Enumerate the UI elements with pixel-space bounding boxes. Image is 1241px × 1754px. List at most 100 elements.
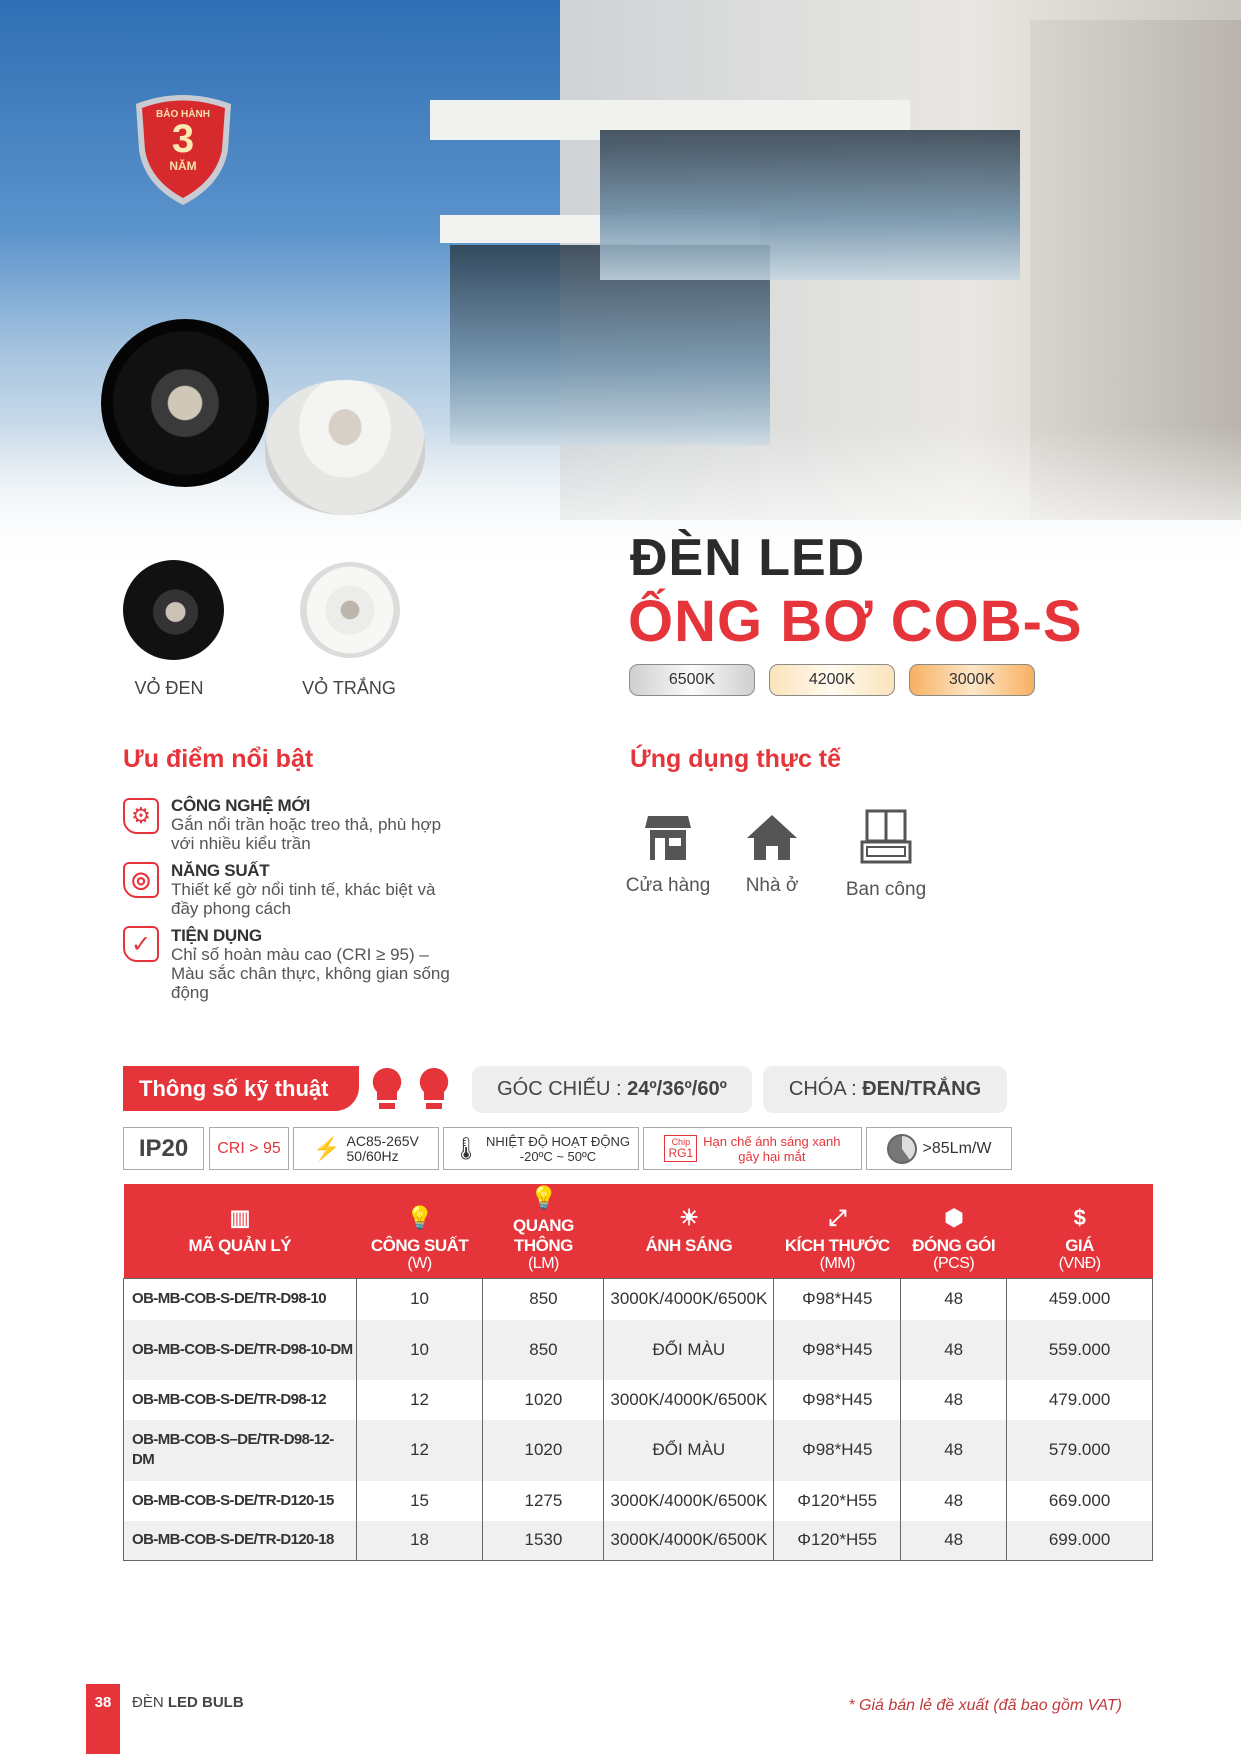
pie-icon (886, 1133, 917, 1164)
chip-icon: Chip RG1 (664, 1135, 698, 1162)
gear-icon: ⚙ (123, 798, 159, 834)
header-pack: ⬢ ĐÓNG GÓI (PCS) (900, 1184, 1007, 1279)
advantage-item: TIỆN DỤNG Chỉ số hoàn màu cao (CRI ≥ 95) … (171, 926, 450, 1002)
table-cell: ĐỔI MÀU (603, 1419, 774, 1481)
table-cell: 48 (900, 1520, 1007, 1561)
sun-icon: ☀ (679, 1205, 699, 1230)
table-row: OB-MB-COB-S-DE/TR-D98-12 12 1020 3000K/4000… (124, 1379, 1153, 1420)
reflector-box: CHÓA : ĐEN/TRẮNG (763, 1066, 1007, 1113)
table-cell: 1020 (482, 1419, 604, 1481)
table-cell: 559.000 (1006, 1319, 1153, 1380)
box-icon: ⬢ (944, 1205, 964, 1230)
white-variant-image (300, 562, 400, 658)
table-cell: 48 (900, 1319, 1007, 1380)
table-cell: OB-MB-COB-S–DE/TR-D98-12-DM (123, 1419, 357, 1481)
table-cell: OB-MB-COB-S-DE/TR-D98-12 (132, 1390, 327, 1408)
table-cell: 1275 (482, 1480, 604, 1521)
header-price: $ GIÁ (VNĐ) (1006, 1184, 1153, 1279)
table-cell: 10 (355, 1319, 483, 1380)
black-lamp-image (101, 319, 269, 487)
table-row: OB-MB-COB-S-DE/TR-D120-15 15 1275 3000K/400… (124, 1480, 1153, 1521)
beam-angle-box: GÓC CHIẾU : 24º/36º/60º (472, 1066, 752, 1113)
svg-text:NĂM: NĂM (169, 158, 196, 173)
table-cell: 12 (355, 1379, 483, 1420)
product-table: ▥ MÃ QUẢN LÝ 💡 CÔNG SUẤT (W) 💡 QUANG THÔNG (L… (123, 1184, 1153, 1561)
table-cell: 669.000 (1006, 1480, 1153, 1521)
bulb-icon (372, 1067, 449, 1109)
table-cell: 10 (355, 1278, 483, 1320)
header-size: ⤢ KÍCH THƯỚC (MM) (773, 1184, 901, 1279)
variant-label-black: VỎ ĐEN (134, 678, 204, 698)
store-icon (645, 816, 691, 860)
table-cell: 479.000 (1006, 1379, 1153, 1420)
table-cell: ĐỔI MÀU (603, 1319, 774, 1380)
table-cell: Φ98*H45 (773, 1319, 901, 1380)
target-icon: ◎ (123, 862, 159, 898)
warranty-badge: BẢO HÀNH 3 NĂM (136, 95, 231, 205)
efficacy-spec: >85Lm/W (866, 1127, 1012, 1170)
table-cell: 459.000 (1006, 1278, 1153, 1320)
table-cell: 579.000 (1006, 1419, 1153, 1481)
table-cell: 48 (900, 1379, 1007, 1420)
variant-label-white: VỎ TRẮNG (302, 678, 396, 698)
table-cell: 850 (482, 1278, 604, 1320)
header-lumen: 💡 QUANG THÔNG (LM) (482, 1184, 604, 1279)
table-cell: 1530 (482, 1520, 604, 1561)
table-cell: Φ98*H45 (773, 1278, 901, 1320)
price-note: * Giá bán lẻ đề xuất (đã bao gồm VAT) (848, 1697, 1122, 1714)
product-title-line2: ỐNG BƠ COB-S (628, 589, 1083, 654)
specs-title: Thông số kỹ thuật (123, 1066, 359, 1111)
table-cell: Φ120*H55 (773, 1520, 901, 1561)
applications-heading: Ứng dụng thực tế (630, 745, 842, 773)
bulb-icon: 💡 (406, 1205, 434, 1230)
barcode-icon: ▥ (229, 1205, 251, 1230)
temperature-spec: 🌡 NHIỆT ĐỘ HOẠT ĐỘNG -20ºC ~ 50ºC (443, 1127, 639, 1170)
table-cell: 850 (482, 1319, 604, 1380)
black-variant-image (123, 560, 224, 660)
table-cell: 3000K/4000K/6500K (603, 1379, 774, 1420)
table-cell: OB-MB-COB-S-DE/TR-D120-18 (123, 1520, 357, 1561)
table-cell: 3000K/4000K/6500K (603, 1278, 774, 1320)
thermometer-icon: 🌡 (452, 1136, 480, 1161)
dollar-icon: $ (1073, 1205, 1086, 1230)
product-title-line1: ĐÈN LED (630, 529, 866, 587)
color-temp-6500k: 6500K (629, 664, 755, 696)
blue-light-spec: Chip RG1 Hạn chế ánh sáng xanh gây hại mắt (643, 1127, 862, 1170)
ip-rating: IP20 (123, 1127, 204, 1170)
table-cell: Φ120*H55 (773, 1480, 901, 1521)
header-light: ☀ ÁNH SÁNG (603, 1184, 774, 1279)
page-number: 38 (94, 1694, 112, 1711)
table-cell: Φ98*H45 (773, 1379, 901, 1420)
table-cell: 1020 (482, 1379, 604, 1420)
header-code: ▥ MÃ QUẢN LÝ (123, 1184, 357, 1279)
resize-icon: ⤢ (828, 1205, 847, 1230)
cri-rating: CRI > 95 (209, 1127, 289, 1170)
table-row: OB-MB-COB-S–DE/TR-D98-12-DM 12 1020 ĐỔI MÀU… (123, 1419, 1153, 1481)
application-item: Nhà ở (712, 812, 832, 897)
table-cell: 12 (355, 1419, 483, 1481)
table-cell: 3000K/4000K/6500K (603, 1520, 774, 1561)
balcony-icon (860, 809, 912, 864)
table-cell: 18 (355, 1520, 483, 1561)
advantage-item: NĂNG SUẤT Thiết kế gờ nổi tinh tế, khác b… (171, 861, 436, 918)
page-marker (86, 1684, 120, 1754)
svg-text:3: 3 (172, 117, 194, 161)
lightning-bulb-icon: ⚡ (313, 1136, 341, 1161)
table-cell: Φ98*H45 (773, 1419, 901, 1481)
application-item: Ban công (826, 808, 946, 901)
table-row: OB-MB-COB-S-DE/TR-D120-18 18 1530 3000K/400… (123, 1520, 1153, 1561)
advantages-heading: Ưu điểm nổi bật (123, 745, 314, 773)
svg-text:BẢO HÀNH: BẢO HÀNH (156, 107, 210, 120)
header-power: 💡 CÔNG SUẤT (W) (356, 1184, 483, 1279)
table-cell: 3000K/4000K/6500K (603, 1480, 774, 1521)
table-cell: 48 (900, 1278, 1007, 1320)
house-icon (747, 815, 797, 860)
voltage-spec: ⚡ AC85-265V 50/60Hz (293, 1127, 439, 1170)
check-icon: ✓ (123, 926, 159, 962)
table-cell: 48 (900, 1480, 1007, 1521)
color-temp-3000k: 3000K (909, 664, 1035, 696)
table-cell: 48 (900, 1419, 1007, 1481)
table-row: OB-MB-COB-S-DE/TR-D98-10 10 850 3000K/4000K… (124, 1278, 1153, 1320)
table-cell: 15 (355, 1480, 483, 1521)
table-cell: 699.000 (1006, 1520, 1153, 1561)
